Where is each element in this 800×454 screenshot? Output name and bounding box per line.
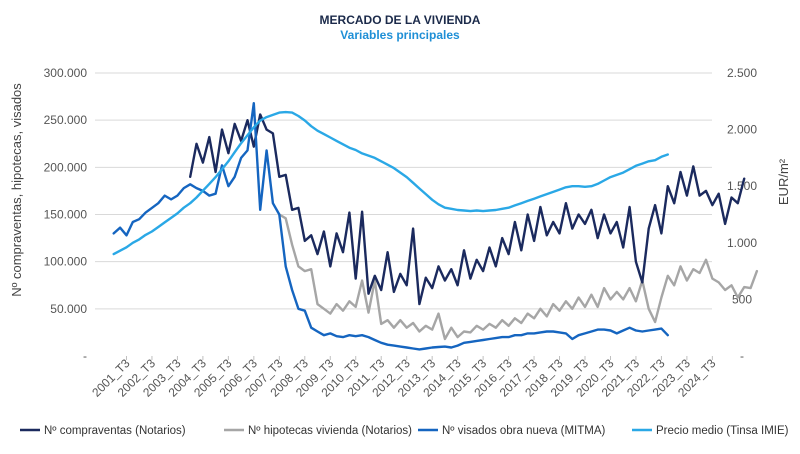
- legend-label: Nº visados obra nueva (MITMA): [442, 425, 606, 437]
- chart-subtitle: Variables principales: [340, 28, 460, 42]
- legend: Nº compraventas (Notarios) Nº hipotecas v…: [20, 425, 789, 437]
- series-line: [112, 102, 669, 351]
- left-tick-label: 150.000: [44, 208, 88, 222]
- legend-label: Nº hipotecas vivienda (Notarios): [248, 425, 412, 437]
- right-tick-label: 2.000: [727, 123, 757, 137]
- left-tick-label: 200.000: [44, 160, 88, 174]
- right-axis-label: EUR/m²: [776, 158, 791, 205]
- right-tick-label: 1.000: [727, 236, 757, 250]
- series-line: [112, 110, 669, 256]
- left-tick-label: 50.000: [50, 302, 87, 316]
- legend-label: Precio medio (Tinsa IMIE): [656, 425, 789, 437]
- left-tick-label: 300.000: [44, 66, 88, 80]
- chart-title: MERCADO DE LA VIVIENDA: [320, 13, 481, 27]
- left-tick-label: -: [83, 349, 87, 363]
- left-axis-label: Nº compraventas, hipotecas, visados: [9, 83, 24, 297]
- left-tick-label: 250.000: [44, 113, 88, 127]
- left-tick-label: 100.000: [44, 255, 88, 269]
- right-tick-label: -: [740, 349, 744, 363]
- legend-label: Nº compraventas (Notarios): [44, 425, 186, 437]
- right-tick-label: 2.500: [727, 66, 757, 80]
- left-axis-ticks: - 50.000 100.000 150.000 200.000 250.000 300.0…: [44, 66, 88, 363]
- gridlines: [95, 72, 712, 310]
- x-axis-ticks: 2001_T32002_T32003_T32004_T32005_T32006_…: [89, 356, 719, 400]
- series-lines: [112, 102, 759, 351]
- series-line: [278, 213, 759, 341]
- series-line: [189, 113, 746, 306]
